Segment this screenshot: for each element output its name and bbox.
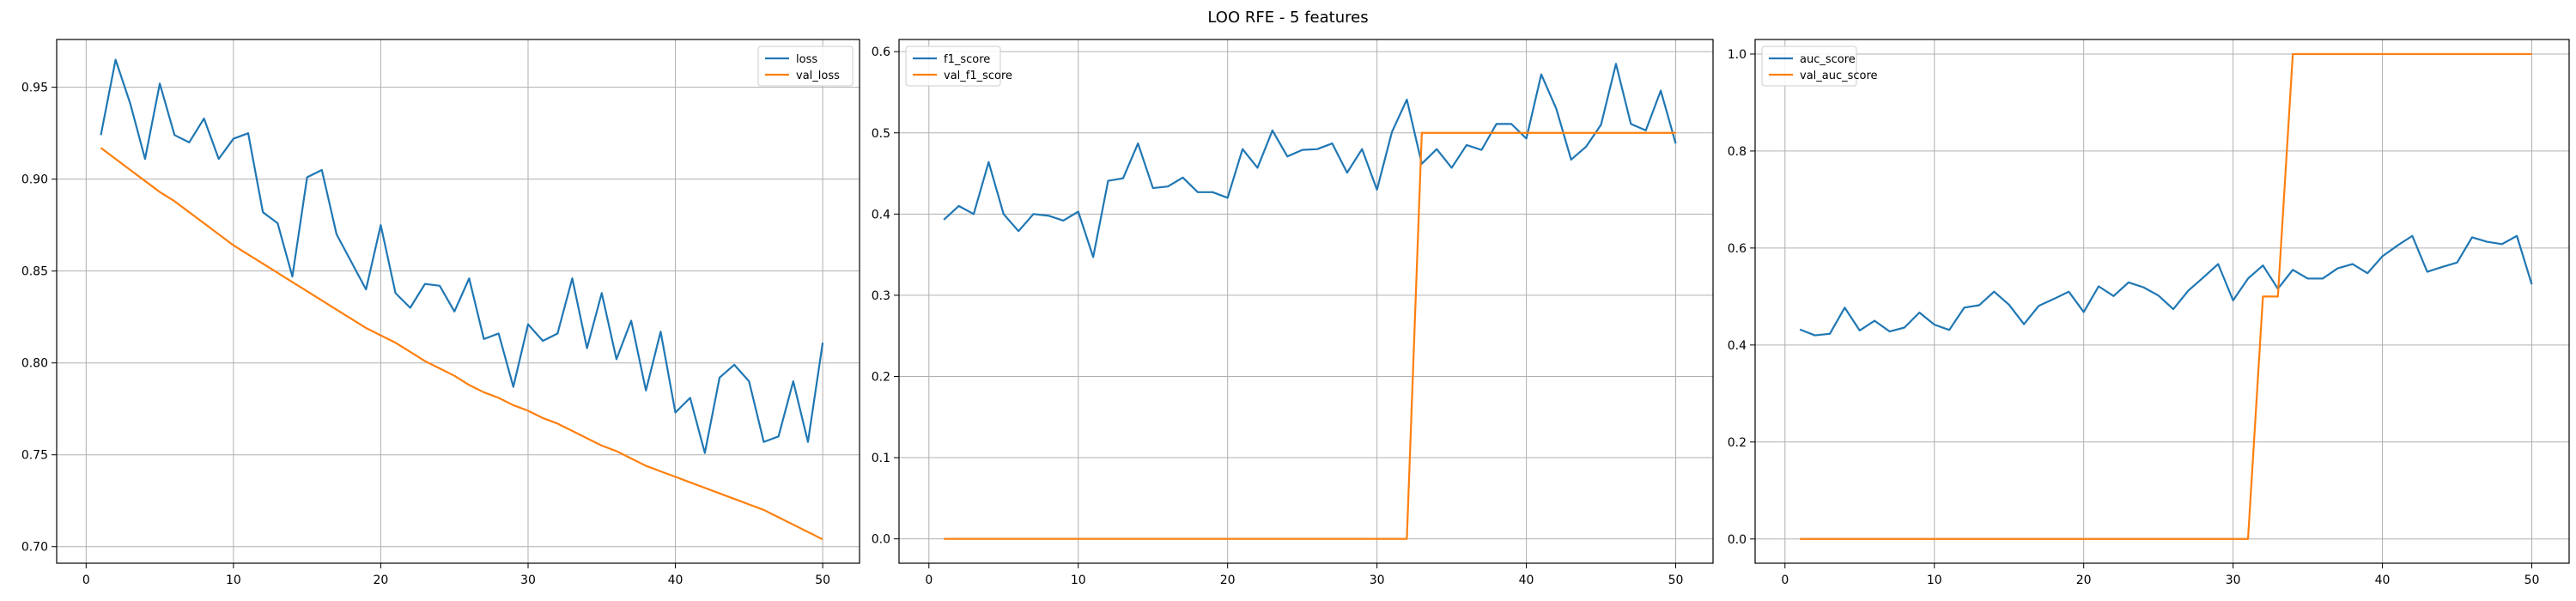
y-tick-label: 0.5	[872, 127, 890, 141]
y-tick-label: 0.6	[1728, 242, 1747, 256]
legend-label-val_auc_score: val_auc_score	[1800, 70, 1878, 82]
y-tick-label: 0.95	[21, 82, 48, 95]
x-tick-label: 20	[1220, 574, 1236, 587]
y-tick-label: 0.70	[21, 541, 48, 555]
chart-panel-1: 0 10 20 30 40 50 0.70 0.75 0.80 0.85 0.90 0.95 loss v…	[21, 39, 860, 587]
chart-panel-3: 0 10 20 30 40 50 0.0 0.2 0.4 0.6 0.8 1.0 auc_scoreva…	[1728, 39, 2570, 587]
legend-box	[757, 46, 854, 87]
series-line-val_loss	[100, 147, 823, 541]
y-tick-label: 0.85	[21, 265, 48, 279]
legend: loss val_loss	[757, 46, 854, 87]
x-tick-label: 0	[925, 574, 933, 587]
x-tick-label: 10	[1927, 574, 1942, 587]
series-line-val_auc_score	[1800, 52, 2532, 540]
y-tick-label: 0.0	[872, 533, 890, 547]
series-line-auc_score	[1799, 234, 2533, 337]
axes-frame	[1754, 39, 2570, 564]
x-tick-label: 10	[226, 574, 241, 587]
legend-label-f1_score: f1_score	[944, 53, 990, 66]
chart-panel-2: 0 10 20 30 40 50 0.0 0.1 0.2 0.3 0.4 0.5 0.6 f1_score…	[872, 39, 1714, 587]
x-tick-label: 30	[1370, 574, 1385, 587]
x-tick-label: 40	[2375, 574, 2391, 587]
axes-frame	[56, 39, 860, 564]
x-tick-label: 40	[1519, 574, 1534, 587]
legend: auc_score val_auc_score	[1761, 46, 1878, 87]
legend-label-loss: loss	[796, 53, 817, 66]
x-tick-label: 50	[1668, 574, 1684, 587]
y-tick-label: 0.90	[21, 173, 48, 187]
series-line-val_f1_score	[944, 131, 1676, 540]
y-tick-label: 0.75	[21, 449, 48, 463]
x-tick-label: 20	[2076, 574, 2092, 587]
series-line-loss	[100, 58, 824, 454]
legend-box	[1761, 46, 1857, 87]
y-tick-label: 0.4	[872, 208, 890, 222]
legend-label-val_loss: val_loss	[796, 70, 840, 82]
x-tick-label: 50	[2524, 574, 2540, 587]
y-tick-label: 0.8	[1728, 145, 1747, 159]
x-tick-label: 30	[520, 574, 536, 587]
y-tick-label: 0.80	[21, 357, 48, 371]
x-tick-label: 0	[1781, 574, 1789, 587]
x-tick-label: 20	[374, 574, 389, 587]
series-line-f1_score	[943, 63, 1677, 258]
x-tick-label: 10	[1071, 574, 1086, 587]
legend: f1_score val_f1_score	[905, 46, 1012, 87]
y-tick-label: 0.4	[1728, 339, 1747, 353]
y-tick-label: 0.3	[872, 289, 890, 303]
y-tick-label: 1.0	[1728, 48, 1747, 62]
legend-label-val_f1_score: val_f1_score	[944, 70, 1012, 82]
y-tick-label: 0.1	[872, 452, 890, 465]
x-tick-label: 40	[668, 574, 683, 587]
x-tick-label: 30	[2226, 574, 2241, 587]
axes-frame	[898, 39, 1714, 564]
y-tick-label: 0.2	[1728, 436, 1747, 450]
legend-label-auc_score: auc_score	[1800, 53, 1856, 66]
figure-title: LOO RFE - 5 features	[1207, 9, 1369, 27]
y-tick-label: 0.2	[872, 370, 890, 384]
x-tick-label: 0	[82, 574, 90, 587]
legend-box	[905, 46, 1001, 87]
y-tick-label: 0.0	[1728, 533, 1747, 547]
y-tick-label: 0.6	[872, 46, 890, 59]
x-tick-label: 50	[815, 574, 830, 587]
